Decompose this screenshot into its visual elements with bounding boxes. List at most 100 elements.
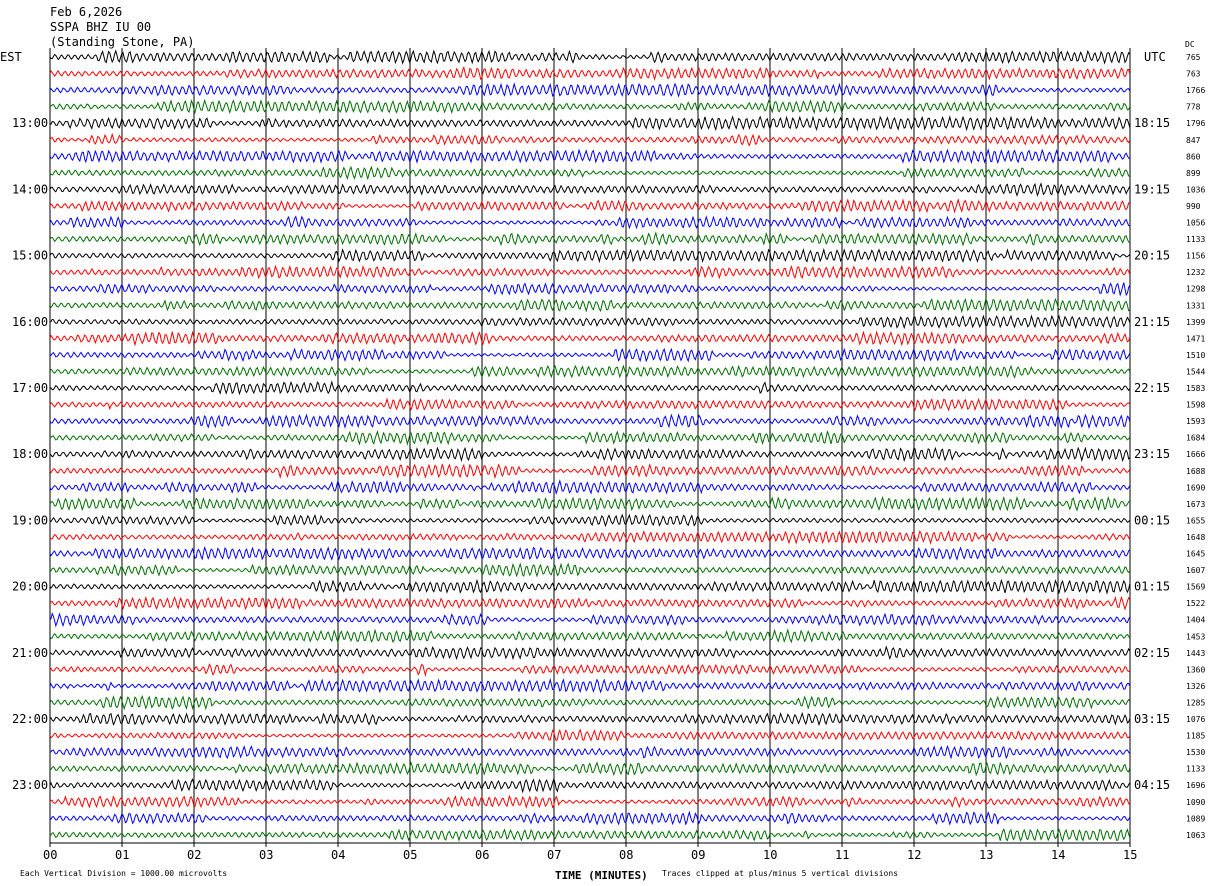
trace-line bbox=[49, 98, 1131, 115]
trace-line bbox=[49, 595, 1131, 611]
date-label: Feb 6,2026 bbox=[50, 5, 122, 19]
dc-value: 1690 bbox=[1186, 483, 1205, 492]
trace-line bbox=[49, 761, 1131, 777]
dc-value: 1089 bbox=[1186, 814, 1205, 823]
trace-line bbox=[49, 810, 1131, 826]
trace-line bbox=[49, 198, 1131, 214]
dc-value: 1684 bbox=[1186, 434, 1205, 443]
trace-line bbox=[49, 794, 1131, 809]
est-hour-label: 13:00 bbox=[12, 116, 48, 130]
x-tick-label: 08 bbox=[619, 848, 633, 862]
est-label: EST bbox=[0, 50, 22, 64]
est-hour-label: 19:00 bbox=[12, 513, 48, 527]
dc-value: 1593 bbox=[1186, 417, 1205, 426]
dc-value: 1298 bbox=[1186, 285, 1205, 294]
dc-value: 1471 bbox=[1186, 334, 1205, 343]
est-hour-label: 15:00 bbox=[12, 249, 48, 263]
x-tick-label: 14 bbox=[1051, 848, 1065, 862]
trace-line bbox=[49, 663, 1130, 677]
utc-hour-label: 19:15 bbox=[1134, 182, 1170, 196]
trace-line bbox=[49, 578, 1131, 595]
x-tick-label: 11 bbox=[835, 848, 849, 862]
x-tick-label: 05 bbox=[403, 848, 417, 862]
dc-value: 1331 bbox=[1186, 301, 1205, 310]
x-tick-label: 15 bbox=[1123, 848, 1137, 862]
dc-label: DC bbox=[1185, 40, 1195, 49]
trace-line bbox=[49, 429, 1131, 446]
est-hour-label: 20:00 bbox=[12, 580, 48, 594]
dc-value: 1156 bbox=[1186, 252, 1205, 261]
dc-value: 1285 bbox=[1186, 698, 1205, 707]
x-tick-label: 00 bbox=[43, 848, 57, 862]
clip-note: Traces clipped at plus/minus 5 vertical … bbox=[662, 869, 898, 878]
trace-line bbox=[49, 282, 1131, 297]
dc-value: 1530 bbox=[1186, 748, 1205, 757]
scale-note: Each Vertical Division = 1000.00 microvo… bbox=[20, 869, 227, 878]
dc-value: 1666 bbox=[1186, 450, 1205, 459]
dc-value: 1522 bbox=[1186, 599, 1205, 608]
x-tick-label: 13 bbox=[979, 848, 993, 862]
trace-line bbox=[49, 148, 1131, 165]
dc-value: 1133 bbox=[1186, 765, 1205, 774]
x-tick-label: 12 bbox=[907, 848, 921, 862]
dc-value: 1645 bbox=[1186, 550, 1205, 559]
x-tick-label: 02 bbox=[187, 848, 201, 862]
trace-line bbox=[49, 165, 1130, 181]
dc-value: 1036 bbox=[1186, 185, 1205, 194]
utc-hour-label: 04:15 bbox=[1134, 778, 1170, 792]
utc-hour-label: 02:15 bbox=[1134, 646, 1170, 660]
dc-value: 1443 bbox=[1186, 649, 1205, 658]
dc-value: 1544 bbox=[1186, 367, 1205, 376]
x-tick-label: 01 bbox=[115, 848, 129, 862]
trace-line bbox=[49, 264, 1131, 280]
dc-value: 778 bbox=[1186, 103, 1201, 112]
trace-line bbox=[49, 413, 1131, 430]
trace-line bbox=[49, 694, 1131, 711]
trace-line bbox=[49, 115, 1131, 132]
trace-line bbox=[49, 728, 1131, 742]
trace-line bbox=[49, 562, 1131, 578]
est-hour-label: 21:00 bbox=[12, 646, 48, 660]
dc-value: 1360 bbox=[1186, 665, 1205, 674]
utc-hour-label: 00:15 bbox=[1134, 513, 1170, 527]
utc-hour-label: 20:15 bbox=[1134, 249, 1170, 263]
utc-hour-label: 23:15 bbox=[1134, 447, 1170, 461]
dc-value: 1688 bbox=[1186, 467, 1205, 476]
dc-value: 1598 bbox=[1186, 401, 1205, 410]
utc-hour-label: 01:15 bbox=[1134, 580, 1170, 594]
dc-value: 990 bbox=[1186, 202, 1201, 211]
utc-hour-label: 22:15 bbox=[1134, 381, 1170, 395]
utc-label: UTC bbox=[1144, 50, 1166, 64]
est-hour-label: 17:00 bbox=[12, 381, 48, 395]
dc-value: 1673 bbox=[1186, 500, 1205, 509]
dc-value: 765 bbox=[1186, 53, 1201, 62]
est-hour-label: 22:00 bbox=[12, 712, 48, 726]
x-tick-label: 04 bbox=[331, 848, 345, 862]
utc-hour-label: 03:15 bbox=[1134, 712, 1170, 726]
trace-line bbox=[49, 777, 1131, 794]
trace-line bbox=[49, 380, 1131, 396]
utc-hour-label: 21:15 bbox=[1134, 315, 1170, 329]
trace-line bbox=[49, 645, 1131, 661]
dc-value: 1796 bbox=[1186, 119, 1205, 128]
trace-line bbox=[49, 297, 1131, 314]
dc-value: 1696 bbox=[1186, 781, 1205, 790]
trace-line bbox=[49, 66, 1131, 81]
dc-value: 1056 bbox=[1186, 219, 1205, 228]
trace-line bbox=[49, 628, 1131, 644]
trace-line bbox=[49, 215, 1131, 230]
dc-value: 1063 bbox=[1186, 831, 1205, 840]
dc-value: 1607 bbox=[1186, 566, 1205, 575]
trace-line bbox=[49, 479, 1131, 496]
trace-line bbox=[49, 182, 1131, 197]
trace-line bbox=[49, 397, 1131, 412]
dc-value: 1133 bbox=[1186, 235, 1205, 244]
dc-value: 763 bbox=[1186, 70, 1201, 79]
dc-value: 847 bbox=[1186, 136, 1201, 145]
x-tick-label: 10 bbox=[763, 848, 777, 862]
utc-hour-label: 18:15 bbox=[1134, 116, 1170, 130]
trace-line bbox=[49, 330, 1131, 347]
est-hour-label: 18:00 bbox=[12, 447, 48, 461]
trace-line bbox=[49, 744, 1131, 760]
